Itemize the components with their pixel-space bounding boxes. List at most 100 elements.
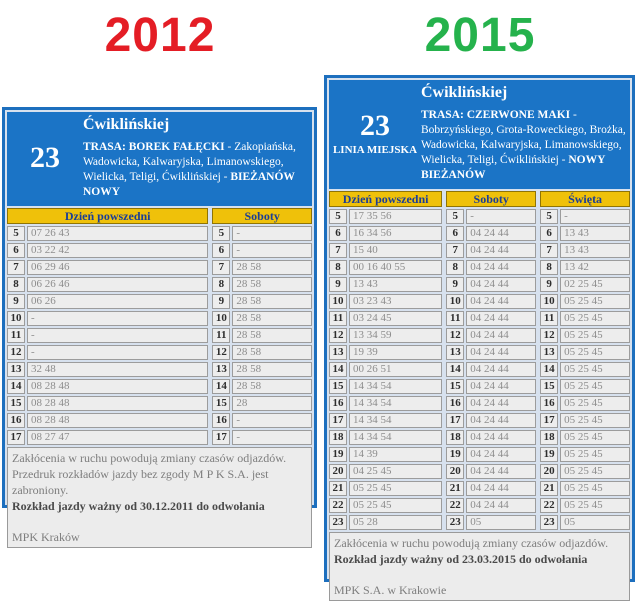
timetable-row: 14 04 24 44 [446,362,537,377]
timetable-row: 6 13 43 [540,226,630,241]
hour-cell: 15 [446,379,465,394]
hour-cell: 13 [446,345,465,360]
hour-cell: 23 [540,515,559,530]
hour-cell: 13 [540,345,559,360]
hour-cell: 7 [329,243,347,258]
timetable-row: 7 15 40 [329,243,443,258]
minutes-cell: 04 24 44 [466,362,537,377]
timetable-row: 13 32 48 [7,362,209,377]
minutes-cell: 08 27 47 [27,430,209,445]
timetable-row: 5- [446,209,537,224]
hour-cell: 12 [329,328,347,343]
hour-cell: 11 [212,328,231,343]
hour-cell: 16 [446,396,465,411]
route-description: TRASA: BOREK FAŁĘCKI - Zakopiańska, Wado… [83,140,310,200]
minutes-cell: 05 25 45 [560,379,630,394]
timetable-row: 6 16 34 56 [329,226,443,241]
minutes-cell: 07 26 43 [27,226,209,241]
stop-name: Ćwiklińskiej [421,84,508,101]
timetable-row: 10 05 25 45 [540,294,630,309]
hour-cell: 23 [329,515,347,530]
minutes-cell: - [27,328,209,343]
validity-note: Rozkład jazdy ważny od 30.12.2011 do odw… [12,499,265,513]
minutes-cell: 04 24 44 [466,294,537,309]
hour-cell: 22 [446,498,465,513]
timetable-row: 23 05 [540,515,630,530]
route-label: TRASA: [421,109,464,121]
hour-cell: 8 [7,277,25,292]
hour-cell: 10 [329,294,347,309]
hour-cell: 19 [540,447,559,462]
route-origin: BOREK FAŁĘCKI [128,141,225,153]
minutes-cell: 05 25 45 [349,498,443,513]
year-label-2012: 2012 [104,9,216,62]
timetable-row: 16 14 34 54 [329,396,443,411]
day-type-column: Soboty 5-6-7 28 58 8 28 58 9 28 58 10 28 58 11 28 … [212,208,312,445]
timetable-panel-2012: 23 Ćwiklińskiej TRASA: BOREK FAŁĘCKI - Z… [2,107,317,548]
minutes-cell: 15 40 [349,243,443,258]
minutes-cell: 04 24 44 [466,345,537,360]
minutes-cell: 13 42 [560,260,630,275]
day-type-header: Święta [540,191,630,207]
line-column: 23 LINIA MIEJSKA [329,110,421,157]
minutes-cell: 05 25 45 [560,396,630,411]
hour-cell: 17 [446,413,465,428]
hour-cell: 7 [446,243,465,258]
timetable-row: 17 08 27 47 [7,430,209,445]
minutes-cell: 05 25 45 [560,294,630,309]
minutes-cell: 08 28 48 [27,379,209,394]
timetable-row: 21 04 24 44 [446,481,537,496]
timetable-row: 19 04 24 44 [446,447,537,462]
route-via: - Zakopiańska, Wadowicka, Kalwaryjska, L… [83,141,296,183]
minutes-cell: 28 58 [232,379,312,394]
timetable-footer: Zakłócenia w ruchu powodują zmiany czasó… [329,532,630,601]
minutes-cell: 05 25 45 [349,481,443,496]
hour-cell: 5 [540,209,559,224]
minutes-cell: 03 22 42 [27,243,209,258]
hour-cell: 13 [329,345,347,360]
timetable-row: 11 28 58 [212,328,312,343]
timetable-row: 12- [7,345,209,360]
minutes-cell: - [27,345,209,360]
minutes-cell: 05 [466,515,537,530]
minutes-cell: 28 58 [232,328,312,343]
minutes-cell: 06 29 46 [27,260,209,275]
hour-cell: 6 [7,243,25,258]
hour-cell: 5 [212,226,231,241]
timetable-row: 20 05 25 45 [540,464,630,479]
hour-cell: 10 [7,311,25,326]
minutes-cell: 03 23 43 [349,294,443,309]
timetable-row: 8 13 42 [540,260,630,275]
hour-cell: 23 [446,515,465,530]
minutes-cell: 28 58 [232,345,312,360]
hour-cell: 13 [212,362,231,377]
timetable-row: 10 28 58 [212,311,312,326]
hour-cell: 19 [446,447,465,462]
hour-cell: 20 [540,464,559,479]
minutes-cell: 06 26 [27,294,209,309]
minutes-cell: 00 26 51 [349,362,443,377]
timetable-row: 5- [540,209,630,224]
hour-cell: 12 [540,328,559,343]
hour-cell: 12 [446,328,465,343]
timetable-row: 6 03 22 42 [7,243,209,258]
timetable-row: 16 08 28 48 [7,413,209,428]
minutes-cell: 04 24 44 [466,226,537,241]
timetable-row: 10 04 24 44 [446,294,537,309]
minutes-cell: 04 24 44 [466,430,537,445]
minutes-cell: 05 25 45 [560,328,630,343]
minutes-cell: 04 24 44 [466,311,537,326]
minutes-cell: 03 24 45 [349,311,443,326]
hour-cell: 7 [540,243,559,258]
timetable-row: 22 05 25 45 [329,498,443,513]
timetable-row: 16 05 25 45 [540,396,630,411]
timetable-panel-2015: 23 LINIA MIEJSKA Ćwiklińskiej TRASA: CZE… [324,75,635,601]
hour-cell: 15 [540,379,559,394]
timetable-row: 8 04 24 44 [446,260,537,275]
minutes-cell: 14 34 54 [349,430,443,445]
hour-cell: 14 [212,379,231,394]
timetable-row: 22 04 24 44 [446,498,537,513]
minutes-cell: 28 58 [232,277,312,292]
timetable-row: 19 14 39 [329,447,443,462]
day-type-column: Dzień powszedni 5 17 35 56 6 16 34 56 7 15 40 8… [329,191,443,530]
